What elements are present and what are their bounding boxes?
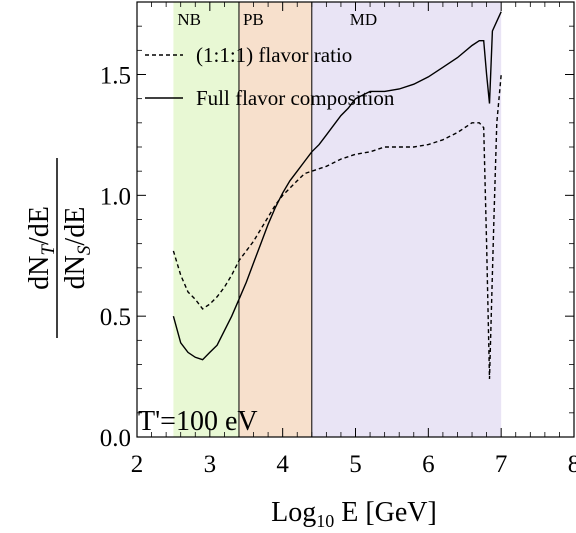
- series-line-flavor-ratio: [172, 74, 502, 380]
- x-tick-label: 5: [349, 451, 362, 478]
- legend-label: (1:1:1) flavor ratio: [196, 43, 352, 67]
- x-axis-title-subscript: 10: [316, 511, 334, 531]
- y-axis-title-numerator: dNT/dE: [24, 206, 59, 290]
- x-tick-label: 7: [495, 451, 508, 478]
- series-line-full-composition: [172, 11, 502, 361]
- x-tick-label: 4: [276, 451, 289, 478]
- y-tick-label: 0.5: [100, 304, 131, 331]
- x-tick-label: 6: [422, 451, 435, 478]
- series-lines: [172, 11, 502, 380]
- band-pb: [238, 2, 312, 437]
- x-tick-label: 2: [131, 451, 144, 478]
- x-axis-title: Log10 E [GeV]: [271, 497, 437, 531]
- band-md: [311, 2, 502, 437]
- annotation-temperature: T'=100 eV: [138, 406, 258, 437]
- axis-ticks: 2 3 4 5 6 7 8 0.0 0.5 1.0 1.5: [100, 2, 576, 478]
- band-label-nb: NB: [177, 10, 201, 29]
- legend-label: Full flavor composition: [196, 86, 395, 110]
- x-tick-label: 8: [568, 451, 576, 478]
- band-label-md: MD: [350, 10, 377, 29]
- legend: (1:1:1) flavor ratio Full flavor composit…: [145, 43, 395, 110]
- y-tick-label: 1.0: [100, 183, 131, 210]
- shaded-bands: NB PB MD: [173, 2, 502, 437]
- y-tick-label: 1.5: [100, 63, 131, 90]
- x-tick-label: 3: [204, 451, 217, 478]
- y-tick-label: 0.0: [100, 425, 131, 452]
- band-nb: [173, 2, 239, 437]
- y-axis-title-denominator: dNS/dE: [60, 207, 95, 290]
- y-axis-title: dNT/dE dNS/dE: [24, 158, 95, 338]
- band-label-pb: PB: [243, 10, 264, 29]
